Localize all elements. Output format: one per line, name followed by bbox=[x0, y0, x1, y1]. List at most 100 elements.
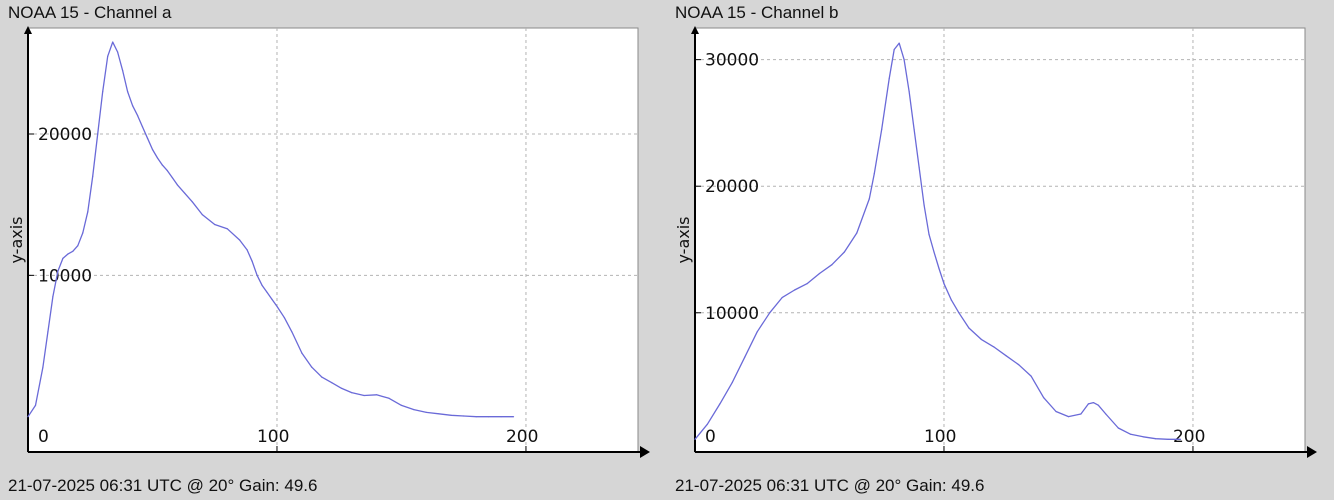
data-point bbox=[331, 382, 333, 384]
data-point bbox=[201, 214, 203, 216]
timestamp-gain-footer: 21-07-2025 06:31 UTC @ 20° Gain: 49.6 bbox=[675, 476, 985, 495]
data-point bbox=[968, 327, 970, 329]
data-point bbox=[893, 48, 895, 51]
data-point bbox=[82, 232, 84, 234]
data-point bbox=[1142, 436, 1144, 438]
data-point bbox=[928, 233, 930, 235]
y-tick-label: 10000 bbox=[38, 266, 92, 286]
y-axis-arrow bbox=[691, 26, 699, 34]
data-point bbox=[1043, 397, 1045, 399]
data-point bbox=[291, 331, 293, 333]
data-point bbox=[363, 394, 365, 397]
data-point bbox=[301, 352, 303, 354]
data-point bbox=[831, 264, 833, 266]
data-point bbox=[1005, 355, 1007, 357]
data-point bbox=[184, 192, 186, 194]
y-axis-arrow bbox=[24, 26, 32, 34]
y-tick-label: 10000 bbox=[705, 304, 759, 324]
data-point bbox=[97, 133, 99, 135]
data-point bbox=[47, 331, 49, 333]
data-point bbox=[52, 295, 54, 298]
data-point bbox=[276, 305, 278, 307]
data-point bbox=[1067, 416, 1070, 418]
plot-area bbox=[27, 27, 639, 453]
data-point bbox=[256, 274, 258, 276]
data-point bbox=[171, 177, 173, 179]
y-tick-label: 20000 bbox=[38, 125, 92, 145]
data-point bbox=[1030, 375, 1032, 377]
plot-area bbox=[694, 27, 1306, 453]
data-point bbox=[112, 41, 114, 43]
y-axis-label: y-axis bbox=[7, 216, 26, 263]
data-point bbox=[161, 164, 163, 166]
data-point bbox=[132, 105, 134, 107]
data-point bbox=[856, 232, 858, 234]
x-axis-arrow bbox=[640, 446, 650, 458]
x-tick-label: 100 bbox=[257, 427, 289, 447]
data-point bbox=[950, 299, 952, 301]
chart-panel-channel-a: NOAA 15 - Channel a 0 100 200 10000 20000 y-a… bbox=[7, 3, 650, 495]
data-point bbox=[512, 416, 515, 418]
data-point bbox=[873, 173, 875, 175]
data-point bbox=[62, 257, 64, 259]
data-point bbox=[166, 170, 168, 172]
data-point bbox=[137, 115, 139, 117]
data-point bbox=[261, 284, 263, 286]
data-point bbox=[246, 249, 248, 251]
y-tick-label: 20000 bbox=[705, 177, 759, 197]
series-line bbox=[27, 41, 514, 418]
data-point bbox=[156, 157, 159, 159]
data-point bbox=[141, 126, 144, 128]
data-point bbox=[781, 297, 783, 299]
data-point bbox=[1117, 427, 1119, 429]
data-point bbox=[425, 411, 427, 413]
data-point bbox=[87, 211, 89, 213]
data-point bbox=[993, 346, 995, 348]
data-point bbox=[694, 438, 696, 440]
data-point bbox=[191, 201, 193, 203]
data-point bbox=[769, 312, 771, 314]
x-axis-arrow bbox=[1307, 446, 1317, 458]
data-point bbox=[388, 397, 390, 399]
data-point bbox=[42, 366, 44, 368]
data-point bbox=[450, 414, 452, 416]
data-point bbox=[77, 245, 79, 247]
data-point bbox=[27, 416, 29, 418]
data-point bbox=[913, 128, 915, 130]
data-point bbox=[376, 394, 378, 396]
data-point bbox=[117, 51, 119, 53]
data-point bbox=[1155, 438, 1157, 440]
x-tick-label: 0 bbox=[38, 427, 49, 447]
data-point bbox=[706, 423, 708, 425]
data-point bbox=[868, 198, 870, 200]
data-point bbox=[127, 91, 129, 93]
data-point bbox=[1179, 438, 1182, 440]
data-point bbox=[438, 413, 440, 415]
data-point bbox=[806, 283, 808, 285]
x-tick-label: 0 bbox=[705, 427, 716, 447]
data-point bbox=[283, 317, 285, 319]
data-point bbox=[908, 90, 910, 92]
data-point bbox=[400, 404, 403, 406]
data-point bbox=[898, 42, 900, 44]
line-chart-channel-a: 0 100 200 10000 20000 y-axis bbox=[7, 26, 650, 458]
x-tick-label: 200 bbox=[1173, 427, 1205, 447]
data-point bbox=[1080, 413, 1082, 415]
line-chart-channel-b: 0 100 200 10000 20000 30000 y-axis bbox=[674, 26, 1317, 458]
x-tick-label: 200 bbox=[506, 427, 538, 447]
data-point bbox=[122, 69, 124, 71]
data-point bbox=[102, 91, 104, 93]
data-point bbox=[226, 228, 228, 230]
data-point bbox=[1087, 403, 1089, 405]
chart-panel-channel-b: NOAA 15 - Channel b 0 100 200 10000 20000 300… bbox=[667, 0, 1334, 500]
data-point bbox=[500, 416, 502, 418]
data-point bbox=[34, 404, 37, 406]
data-point bbox=[488, 416, 490, 418]
data-point bbox=[311, 366, 313, 368]
data-point bbox=[107, 55, 109, 57]
data-point bbox=[903, 59, 905, 61]
data-point bbox=[888, 78, 890, 80]
data-point bbox=[463, 415, 465, 417]
data-point bbox=[918, 166, 920, 168]
data-point bbox=[214, 223, 216, 226]
